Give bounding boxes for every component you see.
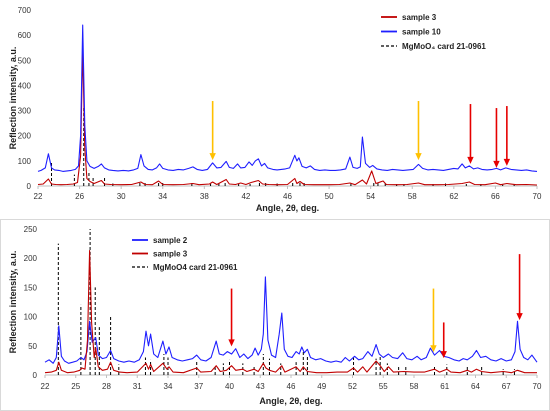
chart-frame	[0, 219, 550, 411]
arrow-head	[415, 153, 422, 161]
annotation-arrow	[493, 108, 500, 168]
arrow-head	[228, 339, 235, 347]
series-line	[44, 276, 538, 364]
arrow-head	[516, 313, 523, 321]
x-tick-label: 40	[225, 382, 234, 391]
arrow-head	[440, 351, 447, 359]
legend: sample 2 sample 3 MgMoO4 card 21-0961	[132, 236, 238, 272]
y-axis-label: Reflection intensity, a.u.	[8, 251, 18, 354]
x-tick-label: 37	[194, 382, 203, 391]
y-tick-label: 500	[18, 56, 32, 65]
x-tick-label: 61	[440, 382, 449, 391]
y-tick-label: 50	[28, 342, 37, 351]
x-tick-label: 66	[491, 192, 500, 201]
reference-card-sticks	[51, 108, 515, 186]
x-axis-label: Angle, 2θ, deg.	[259, 396, 322, 406]
x-tick-label: 50	[325, 192, 334, 201]
x-tick-label: 34	[158, 192, 167, 201]
x-tick-label: 70	[533, 382, 542, 391]
legend-item: sample 10	[381, 28, 441, 37]
arrow-head	[467, 156, 474, 164]
legend-label: MgMoO₄ card 21-0961	[402, 42, 486, 51]
legend: sample 3 sample 10 MgMoO₄ card 21-0961	[381, 13, 486, 51]
x-tick-label: 64	[471, 382, 480, 391]
x-tick-label: 22	[41, 382, 50, 391]
annotation-arrow	[209, 101, 216, 161]
arrow-head	[493, 160, 500, 168]
arrow-head	[209, 153, 216, 161]
y-tick-label: 100	[18, 157, 32, 166]
x-tick-label: 38	[200, 192, 209, 201]
y-tick-label: 0	[33, 371, 38, 380]
x-tick-label: 58	[408, 192, 417, 201]
y-tick-label: 400	[18, 81, 32, 90]
y-tick-label: 200	[24, 254, 38, 263]
x-tick-label: 67	[502, 382, 511, 391]
x-tick-label: 52	[348, 382, 357, 391]
x-tick-label: 49	[317, 382, 326, 391]
arrow-head	[430, 345, 437, 353]
chart-panel-bottom: 22 25 28 31 34 37 40 43 46 49 52 55 58 61 64 67 70 0 50 100…	[0, 219, 550, 411]
x-tick-label: 43	[256, 382, 265, 391]
legend-label: sample 3	[153, 250, 188, 259]
legend-label: MgMoO4 card 21-0961	[153, 263, 238, 272]
y-tick-label: 200	[18, 132, 32, 141]
annotation-arrow	[430, 288, 437, 353]
x-tick-label: 58	[410, 382, 419, 391]
y-tick-label: 150	[24, 283, 38, 292]
x-tick-label: 54	[366, 192, 375, 201]
y-tick-label: 250	[24, 225, 38, 234]
y-tick-label: 300	[18, 107, 32, 116]
annotation-arrow	[415, 101, 422, 161]
legend-item: sample 3	[132, 250, 188, 259]
legend-item: MgMoO₄ card 21-0961	[381, 42, 486, 51]
annotation-arrow	[228, 288, 235, 347]
y-tick-label: 100	[24, 313, 38, 322]
x-tick-label: 31	[133, 382, 142, 391]
series-line	[37, 24, 538, 172]
y-axis-label: Reflection intensity, a.u.	[8, 47, 18, 150]
x-tick-label: 42	[241, 192, 250, 201]
x-tick-label: 28	[102, 382, 111, 391]
x-tick-label: 30	[117, 192, 126, 201]
x-tick-label: 46	[287, 382, 296, 391]
legend-label: sample 10	[402, 28, 441, 37]
x-tick-label: 22	[34, 192, 43, 201]
annotation-arrow	[503, 106, 511, 166]
series-line	[37, 47, 538, 186]
x-tick-label: 70	[533, 192, 542, 201]
x-tick-label: 55	[379, 382, 388, 391]
x-tick-label: 25	[71, 382, 80, 391]
legend-label: sample 3	[402, 13, 437, 22]
y-tick-label: 700	[18, 6, 32, 15]
arrow-head	[503, 158, 511, 166]
x-tick-label: 62	[449, 192, 458, 201]
legend-item: sample 2	[132, 236, 188, 245]
y-tick-label: 600	[18, 31, 32, 40]
legend-item: MgMoO4 card 21-0961	[132, 263, 238, 272]
annotation-arrow	[467, 104, 474, 164]
series-line	[44, 250, 537, 374]
chart-panel-top: 22 26 30 34 38 42 46 50 54 58 62 66 7001002003004005…	[8, 6, 542, 213]
x-tick-label: 46	[283, 192, 292, 201]
x-tick-label: 26	[75, 192, 84, 201]
annotation-arrow	[516, 254, 523, 321]
y-tick-label: 0	[27, 182, 32, 191]
annotation-arrow	[440, 322, 447, 359]
legend-label: sample 2	[153, 236, 188, 245]
x-axis-label: Angle, 2θ, deg.	[256, 203, 319, 213]
legend-item: sample 3	[381, 13, 437, 22]
x-tick-label: 34	[164, 382, 173, 391]
